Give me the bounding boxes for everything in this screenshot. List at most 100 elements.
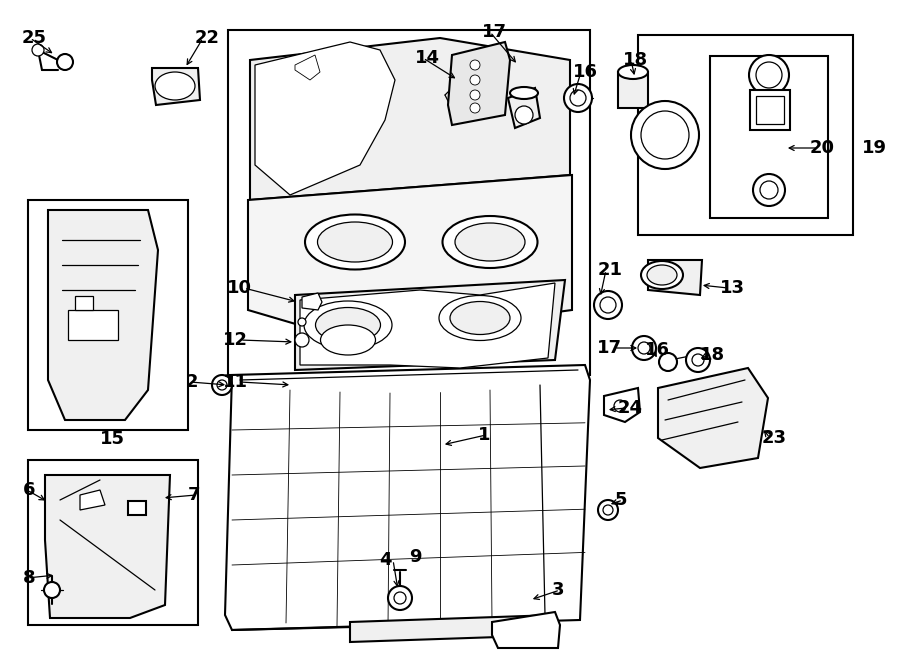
Bar xyxy=(750,90,790,130)
Text: 17: 17 xyxy=(597,339,622,357)
Text: 20: 20 xyxy=(810,139,835,157)
Ellipse shape xyxy=(305,215,405,270)
Circle shape xyxy=(388,586,412,610)
Text: 18: 18 xyxy=(623,51,648,69)
Circle shape xyxy=(641,111,689,159)
Circle shape xyxy=(659,353,677,371)
Text: 1: 1 xyxy=(478,426,491,444)
Bar xyxy=(75,296,93,310)
Circle shape xyxy=(753,174,785,206)
Ellipse shape xyxy=(450,301,510,334)
Circle shape xyxy=(686,348,710,372)
Text: 6: 6 xyxy=(22,481,35,499)
Polygon shape xyxy=(448,42,510,125)
Bar xyxy=(756,96,784,124)
Bar xyxy=(710,56,828,218)
Polygon shape xyxy=(508,88,540,128)
Text: 8: 8 xyxy=(22,569,35,587)
Polygon shape xyxy=(604,388,640,422)
Text: 21: 21 xyxy=(598,261,623,279)
Ellipse shape xyxy=(320,325,375,355)
Circle shape xyxy=(598,500,618,520)
Text: 15: 15 xyxy=(100,430,124,448)
Text: 3: 3 xyxy=(552,581,564,599)
Text: 22: 22 xyxy=(195,29,220,47)
Polygon shape xyxy=(648,260,702,295)
Circle shape xyxy=(394,592,406,604)
Ellipse shape xyxy=(439,295,521,340)
Polygon shape xyxy=(80,490,105,510)
Ellipse shape xyxy=(455,223,525,261)
Text: 25: 25 xyxy=(22,29,47,47)
Polygon shape xyxy=(300,283,555,368)
Text: 13: 13 xyxy=(720,279,745,297)
Text: 17: 17 xyxy=(482,23,507,41)
Ellipse shape xyxy=(443,216,537,268)
Text: 5: 5 xyxy=(615,491,627,509)
Circle shape xyxy=(470,75,480,85)
Polygon shape xyxy=(45,475,170,618)
Ellipse shape xyxy=(647,265,677,285)
Circle shape xyxy=(217,380,227,390)
Text: 23: 23 xyxy=(762,429,787,447)
Polygon shape xyxy=(295,280,565,370)
Circle shape xyxy=(32,44,44,56)
Circle shape xyxy=(515,106,533,124)
Polygon shape xyxy=(618,72,648,108)
Circle shape xyxy=(638,342,650,354)
Text: 2: 2 xyxy=(185,373,198,391)
Ellipse shape xyxy=(618,65,648,79)
Bar xyxy=(28,200,188,430)
Ellipse shape xyxy=(155,72,195,100)
Ellipse shape xyxy=(304,301,392,349)
Polygon shape xyxy=(225,365,590,630)
Circle shape xyxy=(44,582,60,598)
Polygon shape xyxy=(350,615,558,642)
Text: 18: 18 xyxy=(700,346,725,364)
Polygon shape xyxy=(250,38,570,200)
Circle shape xyxy=(600,297,616,313)
Bar xyxy=(638,35,853,235)
Bar xyxy=(228,30,590,375)
Circle shape xyxy=(614,400,626,412)
Ellipse shape xyxy=(641,261,683,289)
Circle shape xyxy=(57,54,73,70)
Polygon shape xyxy=(658,368,768,468)
Text: 11: 11 xyxy=(223,373,248,391)
Circle shape xyxy=(749,55,789,95)
Bar xyxy=(128,501,146,515)
Circle shape xyxy=(594,291,622,319)
Text: 7: 7 xyxy=(188,486,201,504)
Circle shape xyxy=(756,62,782,88)
Circle shape xyxy=(603,505,613,515)
Circle shape xyxy=(632,336,656,360)
Text: 10: 10 xyxy=(227,279,252,297)
Text: 12: 12 xyxy=(223,331,248,349)
Polygon shape xyxy=(295,55,320,80)
Circle shape xyxy=(298,318,306,326)
Text: 19: 19 xyxy=(862,139,887,157)
Polygon shape xyxy=(248,175,572,340)
Polygon shape xyxy=(492,612,560,648)
Polygon shape xyxy=(152,68,200,105)
Circle shape xyxy=(692,354,704,366)
Text: 16: 16 xyxy=(645,341,670,359)
Text: 4: 4 xyxy=(379,551,392,569)
Text: 24: 24 xyxy=(618,399,643,417)
Text: 16: 16 xyxy=(573,63,598,81)
Polygon shape xyxy=(48,210,158,420)
Polygon shape xyxy=(255,42,395,195)
Circle shape xyxy=(564,84,592,112)
Text: 9: 9 xyxy=(409,548,421,566)
Bar xyxy=(68,310,118,340)
Ellipse shape xyxy=(510,87,538,99)
Circle shape xyxy=(212,375,232,395)
Circle shape xyxy=(760,181,778,199)
Circle shape xyxy=(631,101,699,169)
Circle shape xyxy=(295,333,309,347)
Circle shape xyxy=(470,60,480,70)
Circle shape xyxy=(470,90,480,100)
Circle shape xyxy=(470,103,480,113)
Ellipse shape xyxy=(318,222,392,262)
Text: 14: 14 xyxy=(415,49,440,67)
